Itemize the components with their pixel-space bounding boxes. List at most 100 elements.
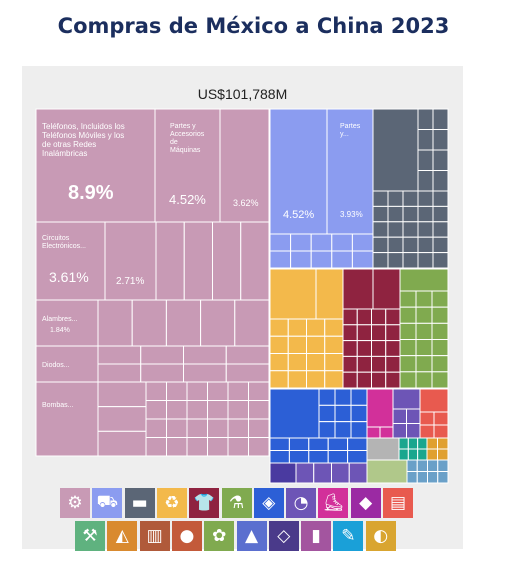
shirt-icon[interactable]: 👕 (189, 488, 220, 518)
instrument-icon[interactable]: ◔ (286, 488, 317, 518)
animal-icon[interactable]: ▲ (236, 521, 267, 551)
slate-b-1-1 (432, 129, 449, 151)
palette-icon[interactable]: ◐ (365, 521, 396, 551)
diamond-icon[interactable]: ◇ (268, 521, 299, 551)
green-b-2-5 (431, 371, 449, 389)
purple-b-1-0 (406, 408, 421, 424)
pickaxe-icon[interactable]: ⚒ (75, 521, 105, 551)
royal-c-1-1 (288, 450, 310, 464)
royal-b-0-2 (318, 421, 336, 439)
cell-olive-a (366, 459, 408, 484)
cell-mag-a (366, 388, 394, 428)
green-b-1-4 (415, 355, 433, 373)
pink-e-4-3 (227, 437, 249, 457)
maroon-c-3-1 (385, 324, 401, 342)
maroon-c-0-3 (342, 355, 358, 373)
cell-yellow-b (315, 268, 344, 320)
label-partes-y-name-line-0: Partes (340, 123, 361, 130)
gear-icon[interactable]: ⚙ (60, 488, 90, 518)
maroon-c-1-0 (356, 308, 372, 326)
pink-e-2-1 (186, 400, 208, 420)
slate-b-1-2 (432, 149, 449, 171)
royal-c-0-1 (269, 450, 290, 464)
slate-c-0-3 (372, 236, 389, 254)
yellow-c-3-1 (324, 335, 344, 354)
label-telefonos-name-line-0: Teléfonos, Incluidos los (42, 122, 125, 131)
slate-b-0-2 (417, 149, 434, 171)
hide-icon[interactable]: ◭ (107, 521, 138, 551)
green-b-1-0 (415, 290, 433, 308)
purple-b-0-0 (392, 408, 407, 424)
yellow-c-3-0 (324, 318, 344, 337)
red-b-0-1 (419, 424, 435, 439)
pink-e-5-1 (248, 400, 270, 420)
box-icon[interactable]: ◈ (253, 488, 284, 518)
slate-c-3-3 (417, 236, 434, 254)
misc-b-3-0 (437, 459, 449, 472)
pink-c-0-0 (97, 345, 142, 365)
blue-a-1-0 (290, 233, 312, 252)
slate-c-4-4 (432, 252, 449, 269)
truck-icon[interactable]: ⛟ (92, 488, 123, 518)
anvil-icon[interactable]: ▬ (124, 488, 155, 518)
plant-icon[interactable]: ✿ (204, 521, 235, 551)
blue-a-0-0 (269, 233, 292, 252)
label-alambres-value: 1.84% (50, 327, 70, 334)
royal-b-1-0 (334, 388, 352, 406)
royal-b-0-1 (318, 404, 336, 423)
maroon-c-2-2 (371, 340, 387, 357)
mag-b-1-0 (379, 426, 394, 439)
cell-royal-a (269, 388, 320, 439)
wood-icon[interactable]: ▥ (139, 521, 170, 551)
cell-green-a (399, 268, 449, 292)
green-b-2-1 (431, 306, 449, 324)
green-b-2-0 (431, 290, 449, 308)
recycle-icon[interactable]: ♻ (156, 488, 187, 518)
slate-c-1-3 (387, 236, 404, 254)
misc-b-2-0 (427, 459, 439, 472)
treemap-panel: US$101,788M Teléfonos, Incluidos los Telé… (22, 66, 463, 549)
teal-a-1-1 (407, 448, 419, 461)
pink-e-5-0 (248, 381, 270, 401)
maroon-c-3-2 (385, 340, 401, 357)
stone-icon[interactable]: ◆ (350, 488, 381, 518)
yellow-c-0-0 (269, 318, 289, 337)
pink-e-5-2 (248, 418, 270, 438)
slate-c-3-1 (417, 205, 434, 223)
slate-c-3-2 (417, 221, 434, 238)
pink-c-3-1 (225, 363, 270, 383)
misc-a-0-0 (426, 437, 438, 450)
slate-c-3-4 (417, 252, 434, 269)
maroon-c-1-4 (356, 371, 372, 389)
pink-e-0-0 (145, 381, 167, 401)
pink-a-1-0 (183, 221, 213, 301)
blue-a-0-1 (269, 250, 292, 269)
shoe-icon[interactable]: ⛸ (318, 488, 349, 518)
pink-c-1-0 (140, 345, 184, 365)
pink-a-3-0 (240, 221, 270, 301)
label-partes-value: 4.52% (169, 192, 206, 207)
pink-c-3-0 (225, 345, 270, 365)
food-icon[interactable]: ● (171, 521, 202, 551)
flask-icon[interactable]: ⚗ (221, 488, 252, 518)
misc-b-1-1 (416, 471, 428, 484)
pen-icon[interactable]: ✎ (333, 521, 364, 551)
green-b-2-3 (431, 339, 449, 357)
pink-e-2-3 (186, 437, 208, 457)
pink-e-0-2 (145, 418, 167, 438)
purple-c-0-0 (295, 462, 315, 484)
teal-a-2-0 (417, 437, 428, 450)
slate-c-1-0 (387, 190, 404, 207)
blue-a-3-1 (331, 250, 353, 269)
label-telefonos-name-line-3: Inalámbricas (42, 149, 87, 158)
vial-icon[interactable]: ▮ (301, 521, 332, 551)
misc-a-1-1 (437, 448, 449, 461)
pink-e-3-0 (207, 381, 229, 401)
pink-e-1-3 (166, 437, 188, 457)
maroon-c-3-4 (385, 371, 401, 389)
misc-b-2-1 (427, 471, 439, 484)
pink-e-1-2 (166, 418, 188, 438)
paper-icon[interactable]: ▤ (383, 488, 413, 518)
green-b-2-4 (431, 355, 449, 373)
